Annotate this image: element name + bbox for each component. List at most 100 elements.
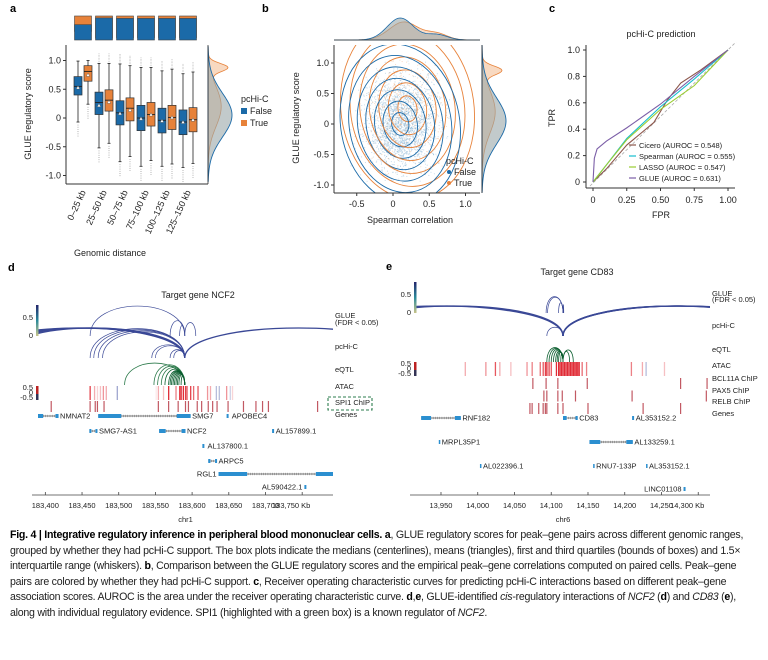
scatter-point-false (412, 93, 414, 95)
scatter-point-false (431, 81, 433, 83)
outlier-point (119, 55, 121, 57)
legend-label: LASSO (AUROC = 0.547) (639, 163, 726, 172)
chip-peak (216, 401, 218, 412)
x-tick-label: 183,450 (68, 501, 95, 510)
scatter-point-false (398, 178, 400, 180)
caption-text: a (384, 529, 391, 541)
scatter-point-false (367, 143, 369, 145)
scatter-point-false (391, 113, 393, 116)
scatter-point-false (367, 92, 369, 94)
scatter-point-false (406, 175, 408, 177)
scatter-point-false (375, 142, 377, 145)
scatter-point-true (395, 99, 397, 101)
scatter-point-false (388, 116, 390, 118)
scatter-point-false (375, 85, 377, 87)
outlier-point (119, 170, 121, 172)
scatter-point-false (414, 148, 416, 150)
scatter-point-false (427, 105, 429, 107)
scatter-point-true (410, 69, 413, 71)
scatter-point-false (437, 136, 439, 138)
scatter-point-false (374, 118, 376, 120)
scatter-point-false (393, 153, 395, 156)
scatter-point-false (389, 125, 391, 127)
scatter-point-true (403, 108, 405, 110)
scatter-point-false (429, 139, 431, 141)
x-tick-label: 0.75 (685, 195, 703, 205)
atac-peak (572, 362, 574, 376)
y-tick-label: 0.2 (567, 151, 580, 161)
scatter-point-true (404, 138, 406, 140)
scatter-point-false (413, 128, 416, 130)
scatter-point-false (400, 150, 403, 152)
scatter-point-false (430, 136, 432, 138)
scatter-point-true (394, 97, 396, 99)
scatter-point-false (380, 146, 382, 148)
scatter-point-false (385, 118, 387, 120)
atac-tick-label: 0.5 (23, 383, 33, 392)
scatter-point-false (360, 109, 363, 111)
scatter-point-false (388, 140, 390, 142)
outlier-point (87, 113, 89, 115)
scatter-point-true (437, 96, 439, 98)
scatter-point-false (430, 97, 432, 99)
scatter-point-false (420, 100, 422, 102)
scatter-point-false (439, 121, 441, 123)
scatter-point-false (397, 123, 400, 125)
caption-text: d (406, 591, 413, 604)
scatter-point-true (419, 114, 421, 116)
scatter-point-false (390, 145, 392, 147)
scatter-point-false (397, 146, 399, 149)
gene-al353152.2: AL353152.2 (632, 414, 676, 423)
scatter-point-false (386, 125, 388, 127)
pchic-arc (562, 305, 710, 337)
spi1-highlight-box (327, 396, 373, 411)
caption-text: NCF2 (457, 606, 485, 619)
scatter-point-false (401, 113, 403, 116)
scatter-point-true (417, 64, 419, 66)
scatter-point-false (384, 84, 386, 86)
scatter-point-false (389, 112, 391, 114)
chip-peak (706, 378, 708, 389)
scatter-point-false (433, 173, 435, 175)
scatter-point-false (400, 140, 402, 142)
atac-peak (575, 362, 577, 376)
scatter-point-false (441, 104, 443, 106)
scatter-point-false (417, 95, 419, 98)
chip-peak (187, 401, 190, 412)
scatter-point-false (417, 116, 419, 119)
outlier-point (108, 152, 110, 154)
outlier-point (98, 150, 100, 152)
scatter-point-false (394, 74, 396, 76)
scatter-point-false (415, 143, 417, 145)
scatter-point-false (397, 142, 399, 144)
gene-al133259.1: AL133259.1 (589, 438, 675, 447)
gene-exon (438, 440, 441, 444)
scatter-point-false (413, 131, 415, 133)
scatter-point-false (388, 129, 390, 131)
scatter-point-true (414, 123, 416, 125)
scatter-point-false (402, 150, 404, 152)
scatter-point-false (404, 87, 406, 89)
scatter-point-true (396, 93, 398, 95)
scatter-point-false (383, 143, 385, 145)
gene-nmnat2: NMNAT2 (38, 412, 90, 421)
scatter-point-true (417, 103, 419, 106)
scatter-point-false (384, 86, 386, 88)
pchic-arc (184, 327, 333, 359)
scatter-point-false (368, 93, 370, 95)
scatter-point-false (404, 110, 406, 112)
outlier-point (140, 65, 142, 66)
glue-arc (184, 322, 197, 337)
contour-false (348, 55, 453, 193)
scatter-point-false (413, 116, 415, 118)
scatter-point-false (370, 108, 372, 110)
scatter-point-false (373, 97, 376, 99)
legend-label-false: False (250, 106, 272, 116)
outlier-point (171, 66, 173, 68)
scatter-point-false (380, 133, 382, 135)
scatter-point-false (429, 110, 432, 112)
scatter-point-false (372, 117, 374, 119)
scatter-point-false (386, 145, 388, 147)
scatter-point-false (393, 108, 395, 110)
chip-peak (680, 403, 682, 414)
